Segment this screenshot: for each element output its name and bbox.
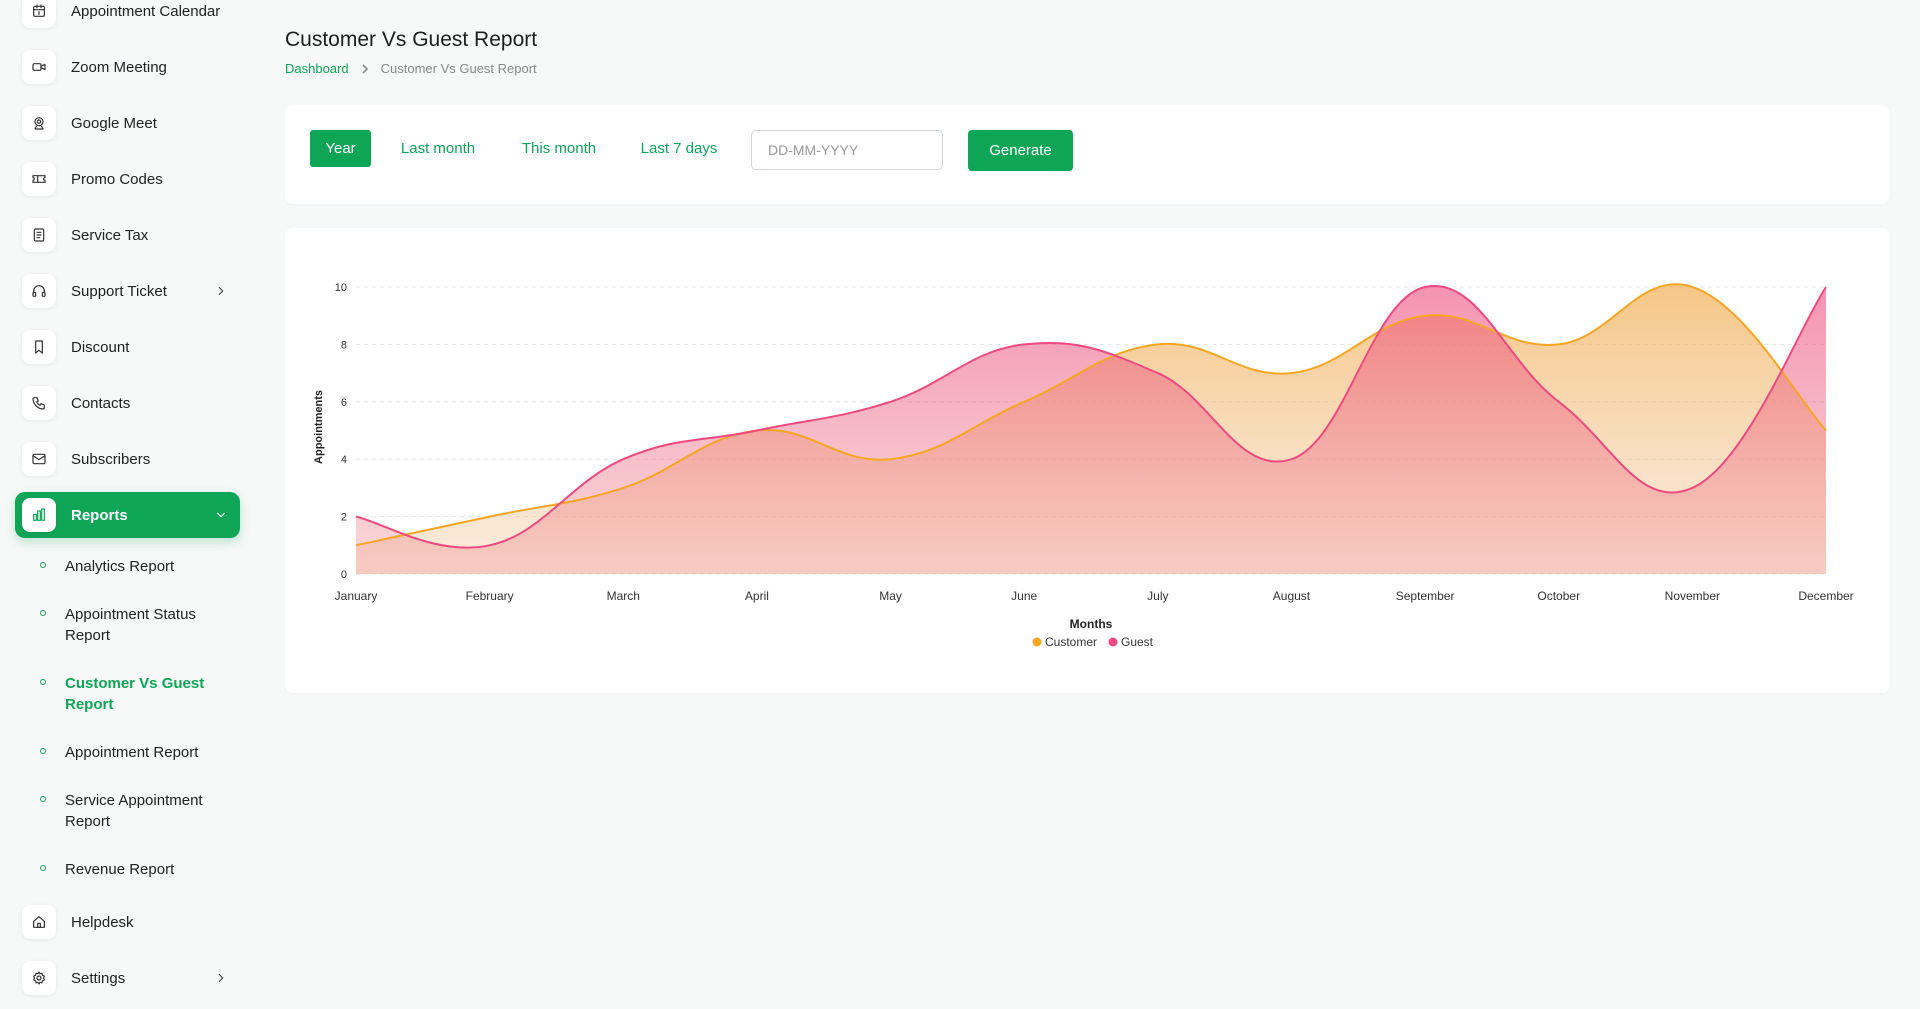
gear-icon (22, 961, 56, 995)
y-tick-label: 0 (341, 569, 347, 581)
calendar-icon (22, 0, 56, 28)
sidebar-subitem-analytics-report[interactable]: Analytics Report (40, 556, 240, 577)
sidebar-subitem-label: Service Appointment Report (65, 792, 203, 830)
x-tick-label: May (879, 589, 902, 603)
sidebar-item-service-tax[interactable]: Service Tax (15, 212, 240, 258)
phone-icon (22, 386, 56, 420)
sidebar-item-label: Service Tax (71, 226, 149, 244)
sidebar-item-label: Reports (71, 506, 128, 524)
filter-year-button[interactable]: Year (310, 130, 371, 167)
chevron-right-icon (214, 971, 228, 985)
filter-last-month-button[interactable]: Last month (400, 140, 476, 157)
sidebar-subitem-label: Appointment Report (65, 744, 199, 761)
x-tick-label: December (1798, 589, 1853, 603)
x-tick-label: April (745, 589, 769, 603)
chevron-right-icon (361, 63, 369, 74)
x-tick-label: July (1147, 589, 1168, 603)
chevron-right-icon (214, 284, 228, 298)
y-tick-label: 6 (341, 397, 347, 409)
sidebar-item-helpdesk[interactable]: Helpdesk (15, 899, 240, 945)
sidebar-item-label: Settings (71, 969, 126, 987)
video-icon (22, 50, 56, 84)
sidebar: Appointment Calendar Zoom Meeting Google… (0, 0, 252, 1009)
sidebar-subitem-label: Customer Vs Guest Report (65, 675, 205, 713)
x-tick-label: September (1396, 589, 1455, 603)
sidebar-subitem-appointment-status-report[interactable]: Appointment Status Report (40, 604, 240, 646)
bullet-dot-icon (40, 865, 46, 871)
bullet-dot-icon (40, 679, 46, 685)
ticket-icon (22, 162, 56, 196)
mail-icon (22, 442, 56, 476)
sidebar-item-label: Helpdesk (71, 913, 134, 931)
guest-series-area (356, 285, 1826, 574)
sidebar-item-label: Google Meet (71, 114, 157, 132)
sidebar-item-contacts[interactable]: Contacts (15, 380, 240, 426)
y-axis-title: Appointments (313, 390, 325, 464)
breadcrumb-dashboard-link[interactable]: Dashboard (285, 61, 349, 76)
chart-legend: Customer Guest (1032, 635, 1154, 649)
sidebar-item-label: Support Ticket (71, 282, 167, 300)
breadcrumb-current: Customer Vs Guest Report (380, 61, 537, 76)
sidebar-subitem-service-appointment-report[interactable]: Service Appointment Report (40, 790, 240, 832)
x-tick-label: November (1665, 589, 1720, 603)
sidebar-item-appointment-calendar[interactable]: Appointment Calendar (15, 0, 240, 34)
sidebar-item-settings[interactable]: Settings (15, 955, 240, 1001)
sidebar-subitem-label: Revenue Report (65, 861, 175, 878)
x-tick-label: August (1273, 589, 1311, 603)
chevron-down-icon (214, 508, 228, 522)
sidebar-item-label: Discount (71, 338, 130, 356)
sidebar-subitem-revenue-report[interactable]: Revenue Report (40, 859, 240, 880)
sidebar-item-label: Contacts (71, 394, 131, 412)
y-tick-label: 2 (341, 512, 347, 524)
x-tick-label: February (466, 589, 514, 603)
generate-button[interactable]: Generate (968, 130, 1073, 171)
guest-legend-label: Guest (1121, 635, 1154, 649)
x-tick-label: March (607, 589, 640, 603)
bullet-dot-icon (40, 562, 46, 568)
bullet-dot-icon (40, 610, 46, 616)
sidebar-item-reports[interactable]: Reports (15, 492, 240, 538)
webcam-icon (22, 106, 56, 140)
sidebar-subitem-label: Appointment Status Report (65, 606, 196, 644)
sidebar-item-promo-codes[interactable]: Promo Codes (15, 156, 240, 202)
sidebar-subitem-label: Analytics Report (65, 558, 175, 575)
y-tick-label: 4 (341, 454, 347, 466)
customer-legend-label: Customer (1045, 635, 1097, 649)
sidebar-item-discount[interactable]: Discount (15, 324, 240, 370)
breadcrumb: Dashboard Customer Vs Guest Report (285, 61, 537, 76)
sidebar-subitem-customer-vs-guest-report[interactable]: Customer Vs Guest Report (40, 673, 240, 715)
receipt-icon (22, 218, 56, 252)
customer-legend-marker (1032, 637, 1042, 647)
filter-last-7-days-button[interactable]: Last 7 days (640, 140, 718, 157)
guest-legend-marker (1108, 637, 1118, 647)
sidebar-item-google-meet[interactable]: Google Meet (15, 100, 240, 146)
x-axis-title: Months (1070, 617, 1113, 631)
sidebar-item-zoom-meeting[interactable]: Zoom Meeting (15, 44, 240, 90)
home-icon (22, 905, 56, 939)
sidebar-item-label: Promo Codes (71, 170, 163, 188)
y-tick-label: 10 (335, 282, 347, 294)
bookmark-icon (22, 330, 56, 364)
bullet-dot-icon (40, 796, 46, 802)
sidebar-item-label: Subscribers (71, 450, 151, 468)
filter-card: Year Last month This month Last 7 days G… (285, 105, 1890, 204)
x-tick-label: October (1537, 589, 1580, 603)
sidebar-item-subscribers[interactable]: Subscribers (15, 436, 240, 482)
x-tick-label: June (1011, 589, 1037, 603)
headset-icon (22, 274, 56, 308)
page-title: Customer Vs Guest Report (285, 28, 538, 51)
guest-series-line (355, 284, 1827, 549)
bar-chart-icon (22, 498, 56, 532)
sidebar-subitem-appointment-report[interactable]: Appointment Report (40, 742, 240, 763)
x-tick-label: January (335, 589, 378, 603)
customer-vs-guest-chart: 0 2 4 6 8 10 January February March April May June… (313, 282, 1854, 649)
date-input[interactable] (751, 130, 943, 170)
y-tick-label: 8 (341, 339, 347, 351)
sidebar-item-support-ticket[interactable]: Support Ticket (15, 268, 240, 314)
bullet-dot-icon (40, 748, 46, 754)
filter-this-month-button[interactable]: This month (521, 140, 597, 157)
sidebar-item-label: Zoom Meeting (71, 58, 167, 76)
sidebar-item-label: Appointment Calendar (71, 2, 221, 20)
chart-card: 0 2 4 6 8 10 January February March April May June… (285, 228, 1890, 693)
